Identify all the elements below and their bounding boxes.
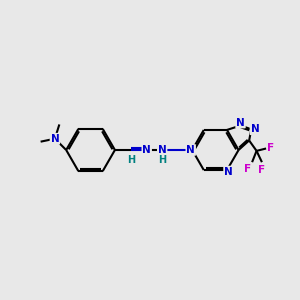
Text: N: N (186, 145, 195, 155)
Text: F: F (267, 143, 274, 154)
Text: F: F (244, 164, 251, 174)
Text: N: N (50, 134, 59, 144)
Text: N: N (236, 118, 245, 128)
Text: N: N (224, 167, 233, 177)
Text: H: H (127, 154, 135, 164)
Text: F: F (258, 164, 266, 175)
Text: N: N (142, 145, 151, 155)
Text: H: H (158, 154, 166, 164)
Text: N: N (250, 124, 259, 134)
Text: N: N (158, 145, 167, 155)
